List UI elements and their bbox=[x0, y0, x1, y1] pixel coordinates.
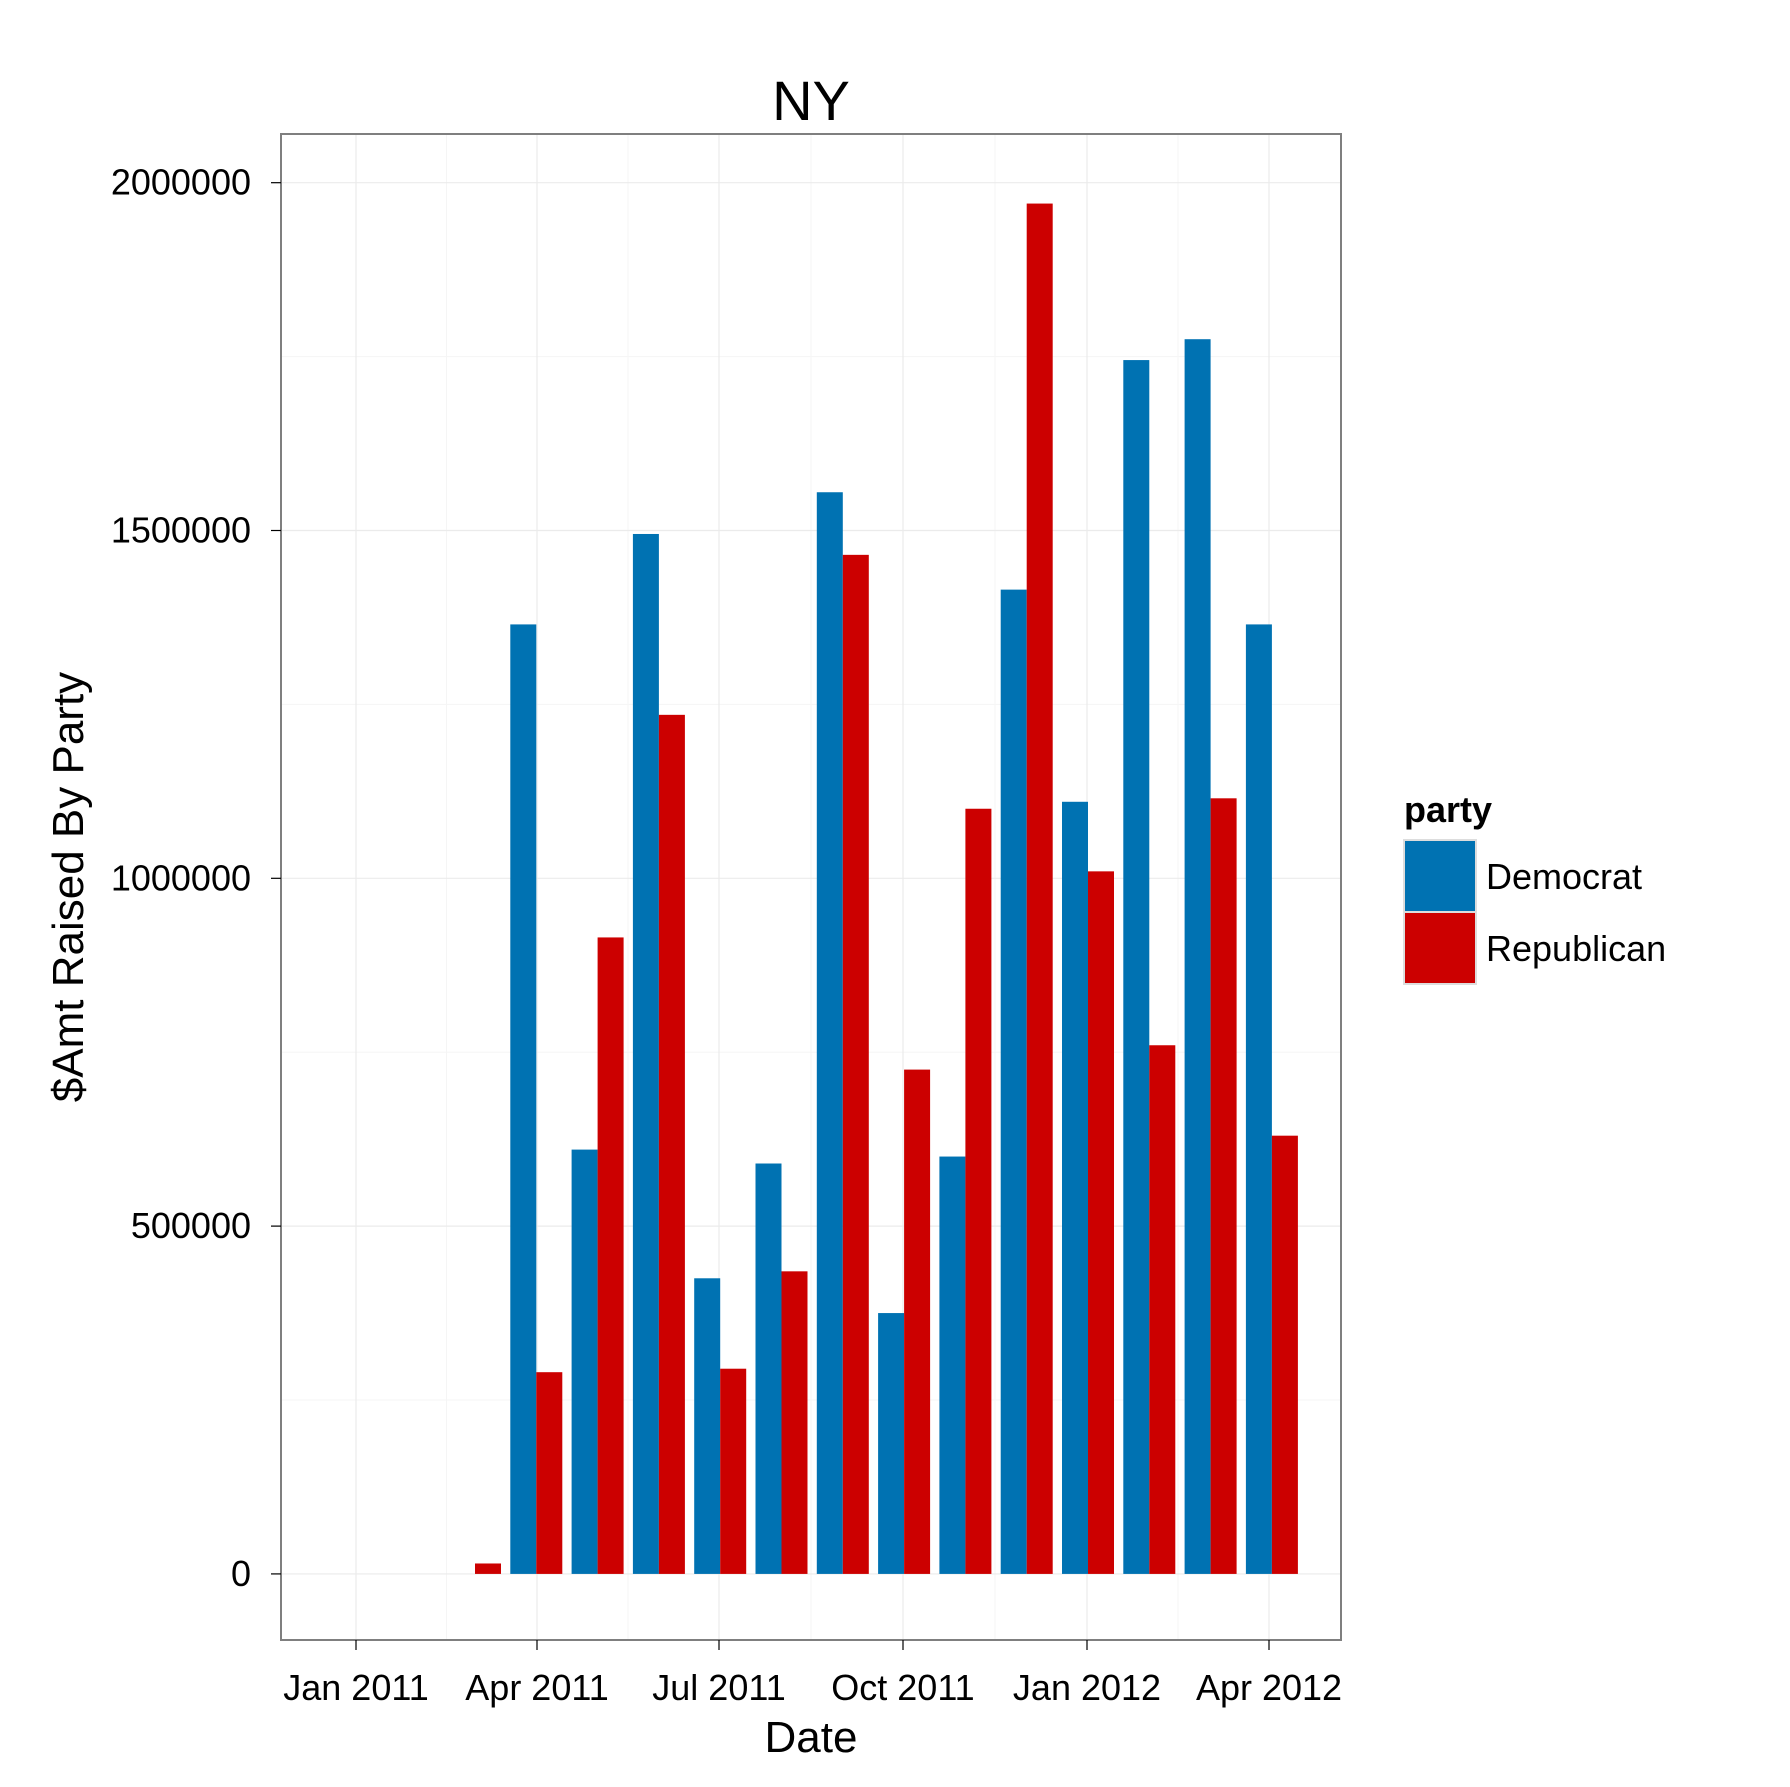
bar-democrat-nov-2011 bbox=[1000, 589, 1027, 1574]
y-tick-label: 0 bbox=[231, 1553, 251, 1594]
x-tick-label: Oct 2011 bbox=[831, 1667, 974, 1708]
bar-democrat-jan-2012 bbox=[1123, 360, 1150, 1574]
bar-republican-sep-2011 bbox=[904, 1069, 931, 1574]
bar-republican-oct-2011 bbox=[965, 808, 992, 1574]
x-tick-label: Jul 2011 bbox=[652, 1667, 785, 1708]
ticks-layer: 0 500000 1000000 1500000 2000000 Jan 2011 Apr … bbox=[111, 162, 1342, 1708]
legend-key-republican bbox=[1403, 911, 1477, 985]
bar-republican-mar-2012 bbox=[1271, 1135, 1298, 1574]
bar-democrat-may-2011 bbox=[632, 533, 659, 1574]
y-tick-label: 500000 bbox=[131, 1205, 251, 1246]
bar-republican-feb-2011 bbox=[475, 1563, 501, 1574]
bar-republican-mar-2011 bbox=[536, 1372, 563, 1574]
x-tick-label: Apr 2012 bbox=[1196, 1667, 1342, 1708]
bar-republican-jan-2012 bbox=[1149, 1045, 1176, 1574]
bar-republican-dec-2011 bbox=[1088, 871, 1114, 1574]
chart-title: NY bbox=[772, 69, 850, 132]
bar-democrat-aug-2011 bbox=[816, 492, 843, 1574]
bar-democrat-mar-2012 bbox=[1245, 624, 1272, 1574]
legend-title: party bbox=[1404, 789, 1492, 830]
bar-republican-nov-2011 bbox=[1026, 203, 1053, 1574]
y-tick-label: 1000000 bbox=[111, 857, 251, 898]
bar-democrat-dec-2011 bbox=[1062, 801, 1088, 1574]
bar-democrat-oct-2011 bbox=[939, 1156, 966, 1574]
x-tick-label: Jan 2012 bbox=[1013, 1667, 1161, 1708]
x-tick-label: Apr 2011 bbox=[465, 1667, 608, 1708]
y-tick-label: 1500000 bbox=[111, 509, 251, 550]
bar-republican-feb-2012 bbox=[1210, 798, 1237, 1574]
plot-panel bbox=[280, 133, 1342, 1641]
bar-republican-jul-2011 bbox=[781, 1271, 808, 1574]
bar-republican-apr-2011 bbox=[597, 937, 624, 1574]
bar-democrat-mar-2011 bbox=[510, 624, 537, 1574]
bar-democrat-jul-2011 bbox=[755, 1163, 782, 1574]
bar-republican-jun-2011 bbox=[720, 1368, 747, 1574]
x-tick-label: Jan 2011 bbox=[283, 1667, 428, 1708]
legend-label-democrat: Democrat bbox=[1486, 856, 1642, 897]
legend: party Democrat Republican bbox=[1403, 789, 1666, 985]
bar-republican-may-2011 bbox=[658, 714, 685, 1574]
bars-layer bbox=[475, 203, 1298, 1574]
bar-democrat-apr-2011 bbox=[571, 1149, 598, 1574]
legend-label-republican: Republican bbox=[1486, 928, 1666, 969]
x-axis-title: Date bbox=[765, 1713, 858, 1762]
legend-key-democrat bbox=[1403, 839, 1477, 913]
grid-layer bbox=[281, 134, 1341, 1640]
y-tick-label: 2000000 bbox=[111, 162, 251, 203]
bar-democrat-feb-2012 bbox=[1184, 339, 1211, 1574]
y-axis-title: $Amt Raised By Party bbox=[44, 672, 93, 1102]
bar-democrat-jun-2011 bbox=[694, 1278, 721, 1574]
bar-democrat-sep-2011 bbox=[878, 1313, 905, 1574]
bar-republican-aug-2011 bbox=[842, 554, 869, 1574]
